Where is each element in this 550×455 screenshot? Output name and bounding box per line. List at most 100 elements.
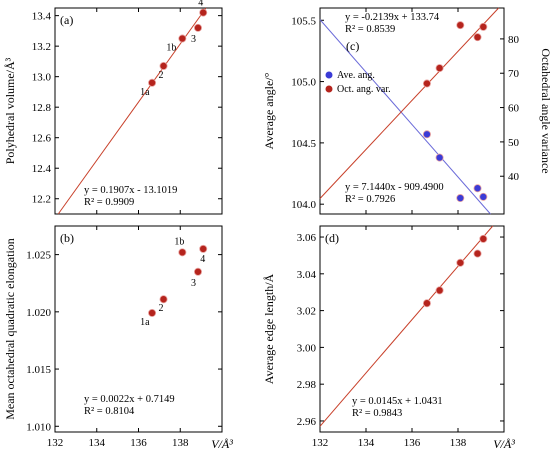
point-label: 4 — [198, 0, 203, 9]
data-point — [148, 308, 157, 317]
panel-c-r2-2: R² = 0.7926 — [345, 194, 395, 205]
point-label: 2 — [159, 303, 164, 314]
y-tick-label: 1.015 — [26, 364, 51, 376]
x-tick-label: 136 — [404, 437, 421, 449]
point-label: 1b — [174, 236, 184, 247]
panel-b-equation: y = 0.0022x + 0.7149 — [84, 394, 175, 405]
data-point — [479, 22, 488, 31]
y-tick-label: 3.06 — [297, 232, 317, 244]
data-point — [193, 23, 202, 32]
panel-a-ylabel: Polyhedral volume/Å³ — [3, 57, 17, 164]
panel-b-r2: R² = 0.8104 — [84, 406, 135, 417]
data-point — [473, 33, 482, 42]
data-point — [473, 184, 482, 193]
fit-line — [319, 225, 494, 427]
y-tick-label: 105.5 — [291, 15, 316, 27]
x-tick-label: 134 — [89, 437, 106, 449]
data-point — [178, 248, 187, 257]
legend-marker-oct-ang-var — [325, 85, 333, 93]
y-tick-label: 104.5 — [291, 138, 316, 150]
data-point — [159, 295, 168, 304]
point-label: 1a — [140, 317, 150, 328]
panel-a-equation: y = 0.1907x - 13.1019 — [84, 185, 177, 196]
x-tick-label: 136 — [130, 437, 147, 449]
point-label: 1b — [166, 43, 176, 54]
point-label: 2 — [159, 70, 164, 81]
panel-d-xlabel: V/Å³ — [493, 437, 515, 451]
panel-b-tag: (b) — [60, 231, 74, 245]
data-point — [435, 64, 444, 73]
y-right-tick-label: 70 — [508, 68, 520, 80]
panel-a-plot: 1a 2 1b 3 4 — [57, 0, 208, 215]
data-point — [422, 130, 431, 139]
panel-a: 12.2 12.4 12.6 12.8 13.0 13.2 13.4 1a 2 1b 3 4 (a)… — [3, 0, 223, 215]
panel-b: 132 134 136 138 1.010 1.015 1.020 1.025 1a 2 1b 3 4… — [3, 225, 233, 451]
data-point — [456, 21, 465, 30]
y-tick-label: 12.8 — [32, 102, 52, 114]
data-point — [473, 249, 482, 258]
data-point — [199, 244, 208, 253]
panel-d-equation: y = 0.0145x + 1.0431 — [352, 396, 443, 407]
panel-d: 132 134 136 138 2.96 2.98 3.00 3.02 3.04 3.06 (d)… — [262, 225, 515, 451]
panel-c: 104.0 104.5 105.0 105.5 40 50 60 70 80 (c) Avera… — [262, 7, 550, 215]
panel-d-tag: (d) — [325, 231, 339, 245]
data-point — [479, 234, 488, 243]
y-tick-label: 13.0 — [32, 72, 52, 84]
panel-b-plot: 1a 2 1b 3 4 — [140, 236, 208, 328]
data-point — [435, 286, 444, 295]
panel-a-tag: (a) — [60, 13, 73, 27]
legend-label-ave-ang: Ave. ang. — [337, 70, 375, 81]
y-right-tick-label: 50 — [508, 137, 520, 149]
y-tick-label: 2.98 — [297, 379, 317, 391]
panel-c-legend: Ave. ang. Oct. ang. var. — [325, 70, 391, 95]
y-tick-label: 1.010 — [26, 421, 51, 433]
y-tick-label: 12.2 — [32, 194, 51, 206]
panel-a-r2: R² = 0.9909 — [84, 197, 134, 208]
panel-c-ylabel-right: Octahedral angle variance — [539, 48, 550, 173]
x-tick-label: 134 — [358, 437, 375, 449]
data-point — [435, 153, 444, 162]
panel-a-ticks: 12.2 12.4 12.6 12.8 13.0 13.2 13.4 — [32, 8, 222, 214]
data-point — [148, 78, 157, 87]
panel-c-ylabel: Average angle/° — [262, 72, 276, 149]
panel-c-equation-2: y = 7.1440x - 909.4900 — [345, 182, 444, 193]
x-tick-label: 138 — [172, 437, 189, 449]
y-tick-label: 13.4 — [32, 11, 52, 23]
y-tick-label: 1.025 — [26, 250, 51, 262]
data-point — [422, 299, 431, 308]
panel-b-ticks: 132 134 136 138 1.010 1.015 1.020 1.025 — [26, 226, 222, 449]
y-right-tick-label: 40 — [508, 171, 520, 183]
y-tick-label: 13.2 — [32, 41, 51, 53]
data-point — [456, 258, 465, 267]
data-point — [193, 267, 202, 276]
panel-c-r2-1: R² = 0.8539 — [345, 24, 395, 35]
y-tick-label: 3.02 — [297, 306, 316, 318]
y-tick-label: 104.0 — [291, 199, 316, 211]
panel-c-equation-1: y = -0.2139x + 133.74 — [345, 12, 440, 23]
x-tick-label: 132 — [312, 437, 329, 449]
y-tick-label: 3.04 — [297, 269, 317, 281]
y-tick-label: 1.020 — [26, 307, 51, 319]
panel-b-xlabel: V/Å³ — [211, 437, 233, 451]
legend-label-oct-ang-var: Oct. ang. var. — [337, 84, 391, 95]
panel-c-tag: (c) — [346, 39, 359, 53]
data-point — [479, 192, 488, 201]
y-tick-label: 105.0 — [291, 77, 316, 89]
data-point — [159, 61, 168, 70]
y-right-tick-label: 80 — [508, 34, 520, 46]
x-tick-label: 132 — [47, 437, 64, 449]
point-label: 3 — [191, 278, 196, 289]
point-label: 4 — [200, 254, 205, 265]
fit-line-oct-ang-var — [319, 7, 499, 199]
y-tick-label: 2.96 — [297, 416, 317, 428]
data-point — [199, 8, 208, 17]
panel-d-plot — [319, 225, 494, 427]
point-label: 1a — [140, 87, 150, 98]
y-tick-label: 12.4 — [32, 163, 52, 175]
data-point — [422, 79, 431, 88]
fit-line-ave-ang — [319, 19, 491, 215]
panel-c-ticks: 104.0 104.5 105.0 105.5 40 50 60 70 80 — [291, 8, 520, 214]
panel-c-plot — [319, 7, 499, 215]
legend-marker-ave-ang — [325, 71, 333, 79]
